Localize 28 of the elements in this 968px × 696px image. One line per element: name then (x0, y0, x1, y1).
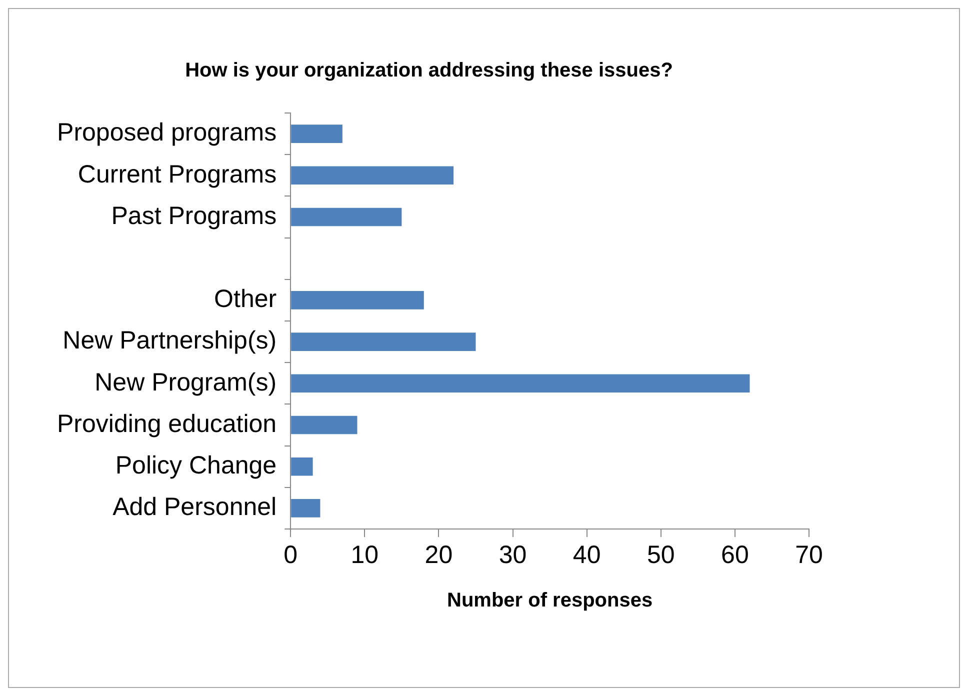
bar (291, 332, 476, 351)
x-tick-label: 70 (795, 540, 823, 569)
x-tick-label: 20 (424, 540, 453, 569)
y-tick-label: Other (214, 285, 277, 314)
bar (291, 291, 424, 310)
bar (291, 416, 358, 434)
bar (291, 499, 320, 518)
bar (291, 124, 342, 143)
y-tick-label: Current Programs (78, 160, 277, 188)
y-tick-label: Proposed programs (57, 118, 277, 147)
y-tick-label: Add Personnel (112, 493, 277, 522)
x-tick-label: 30 (498, 540, 527, 569)
y-tick-label: Policy Change (115, 451, 277, 480)
bar (291, 457, 313, 476)
x-axis-title: Number of responses (446, 590, 653, 612)
x-tick-label: 60 (721, 540, 749, 569)
y-tick-label: New Program(s) (94, 368, 277, 396)
x-tick-label: 10 (350, 540, 379, 569)
x-tick-label: 40 (572, 540, 601, 569)
x-tick-label: 50 (646, 540, 675, 569)
x-tick-label: 0 (284, 540, 298, 569)
bar (291, 166, 454, 185)
y-tick-label: Providing education (57, 410, 277, 438)
bar (291, 374, 750, 393)
bar (291, 208, 402, 226)
chart-title: How is your organization addressing these issues? (185, 60, 673, 82)
y-tick-label: New Partnership(s) (62, 326, 277, 355)
y-tick-label: Past Programs (111, 202, 277, 230)
